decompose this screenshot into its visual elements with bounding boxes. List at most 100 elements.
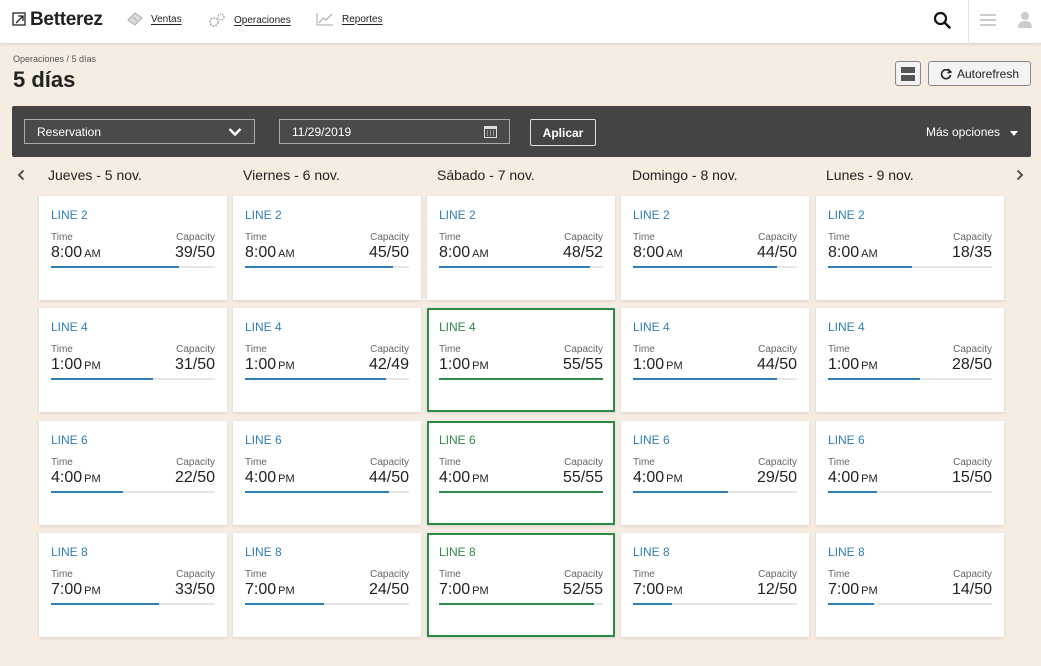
capacity-progress-bar <box>633 491 797 493</box>
nav-link-reportes[interactable]: Reportes <box>316 12 383 26</box>
more-options-label: Más opciones <box>926 125 1001 139</box>
nav-link-label: Reportes <box>342 13 383 25</box>
trip-card[interactable]: LINE 2 Time Capacity 8:00 AM 18/35 <box>816 196 1004 300</box>
previous-days-arrow-icon[interactable] <box>16 168 26 186</box>
trip-time: 8:00 AM <box>51 244 101 262</box>
trip-card[interactable]: LINE 8 Time Capacity 7:00 PM 33/50 <box>39 533 227 637</box>
layout-toggle-button[interactable] <box>895 61 921 86</box>
brand-arrow-icon <box>12 12 26 26</box>
user-icon[interactable] <box>1018 11 1032 34</box>
trip-time-ampm: PM <box>472 585 489 597</box>
trip-time-ampm: PM <box>861 473 878 485</box>
trip-card[interactable]: LINE 4 Time Capacity 1:00 PM 31/50 <box>39 308 227 412</box>
trip-time-value: 4:00 <box>439 469 471 486</box>
trip-card[interactable]: LINE 4 Time Capacity 1:00 PM 42/49 <box>233 308 421 412</box>
capacity-label: Capacity <box>176 569 215 580</box>
capacity-progress-fill <box>633 491 729 493</box>
trip-time-value: 7:00 <box>51 581 83 598</box>
trip-card[interactable]: LINE 4 Time Capacity 1:00 PM 55/55 <box>427 308 615 412</box>
capacity-label: Capacity <box>953 344 992 355</box>
trip-capacity: 15/50 <box>951 469 992 486</box>
trip-time-value: 4:00 <box>633 469 665 486</box>
trip-line-name: LINE 8 <box>828 545 865 559</box>
trip-time: 7:00 PM <box>633 581 683 599</box>
trip-line-name: LINE 2 <box>633 208 670 222</box>
day-header: Domingo - 8 nov. <box>632 167 738 183</box>
next-days-arrow-icon[interactable] <box>1015 168 1025 186</box>
capacity-label: Capacity <box>176 344 215 355</box>
capacity-progress-fill <box>439 266 591 268</box>
trip-line-name: LINE 2 <box>245 208 282 222</box>
hamburger-menu-icon[interactable] <box>980 13 996 32</box>
trip-line-name: LINE 6 <box>245 433 282 447</box>
trip-card[interactable]: LINE 4 Time Capacity 1:00 PM 44/50 <box>621 308 809 412</box>
capacity-progress-fill <box>828 266 913 268</box>
trip-capacity: 55/55 <box>562 356 603 373</box>
nav-link-label: Operaciones <box>234 14 291 26</box>
breadcrumb: Operaciones / 5 días <box>13 54 97 64</box>
nav-link-operaciones[interactable]: Operaciones <box>208 12 291 28</box>
time-label: Time <box>439 232 461 243</box>
more-options-dropdown[interactable]: Más opciones <box>926 125 1019 139</box>
capacity-progress-fill <box>633 603 673 605</box>
apply-button[interactable]: Aplicar <box>530 119 596 146</box>
trip-capacity: 22/50 <box>174 469 215 486</box>
trip-time-value: 8:00 <box>439 244 471 261</box>
trip-card[interactable]: LINE 8 Time Capacity 7:00 PM 52/55 <box>427 533 615 637</box>
time-label: Time <box>439 569 461 580</box>
capacity-label: Capacity <box>953 569 992 580</box>
trip-card[interactable]: LINE 2 Time Capacity 8:00 AM 48/52 <box>427 196 615 300</box>
brand-logo[interactable]: Betterez <box>12 9 103 31</box>
trip-line-name: LINE 8 <box>245 545 282 559</box>
trip-time-ampm: PM <box>861 585 878 597</box>
time-label: Time <box>828 569 850 580</box>
capacity-progress-fill <box>51 378 153 380</box>
trip-capacity: 55/55 <box>562 469 603 486</box>
rows-layout-icon <box>901 66 915 81</box>
capacity-progress-fill <box>828 378 920 380</box>
time-label: Time <box>51 232 73 243</box>
trip-time: 7:00 PM <box>439 581 489 599</box>
trip-time-ampm: PM <box>278 473 295 485</box>
trip-time: 4:00 PM <box>633 469 683 487</box>
ticket-icon <box>127 12 143 26</box>
caret-down-icon <box>1010 125 1019 139</box>
reservation-type-select[interactable]: Reservation <box>24 119 255 144</box>
capacity-progress-bar <box>439 378 603 380</box>
trip-line-name: LINE 6 <box>828 433 865 447</box>
trip-card[interactable]: LINE 8 Time Capacity 7:00 PM 12/50 <box>621 533 809 637</box>
autorefresh-button[interactable]: Autorefresh <box>928 61 1031 86</box>
trip-card[interactable]: LINE 8 Time Capacity 7:00 PM 24/50 <box>233 533 421 637</box>
time-label: Time <box>633 344 655 355</box>
trip-card[interactable]: LINE 2 Time Capacity 8:00 AM 45/50 <box>233 196 421 300</box>
trip-card[interactable]: LINE 6 Time Capacity 4:00 PM 29/50 <box>621 421 809 525</box>
trip-card[interactable]: LINE 2 Time Capacity 8:00 AM 44/50 <box>621 196 809 300</box>
trip-line-name: LINE 4 <box>828 320 865 334</box>
trip-time: 1:00 PM <box>828 356 878 374</box>
capacity-label: Capacity <box>370 344 409 355</box>
trip-card[interactable]: LINE 8 Time Capacity 7:00 PM 14/50 <box>816 533 1004 637</box>
capacity-progress-bar <box>633 266 797 268</box>
time-label: Time <box>633 569 655 580</box>
capacity-label: Capacity <box>564 232 603 243</box>
trip-time-ampm: AM <box>666 248 683 260</box>
trip-card[interactable]: LINE 6 Time Capacity 4:00 PM 44/50 <box>233 421 421 525</box>
date-input[interactable]: 11/29/2019 <box>279 119 510 144</box>
date-value: 11/29/2019 <box>292 124 352 139</box>
trip-line-name: LINE 2 <box>51 208 88 222</box>
trip-card[interactable]: LINE 6 Time Capacity 4:00 PM 22/50 <box>39 421 227 525</box>
nav-link-ventas[interactable]: Ventas <box>127 12 182 26</box>
trip-card[interactable]: LINE 4 Time Capacity 1:00 PM 28/50 <box>816 308 1004 412</box>
trip-card[interactable]: LINE 2 Time Capacity 8:00 AM 39/50 <box>39 196 227 300</box>
search-icon[interactable] <box>933 11 951 34</box>
capacity-label: Capacity <box>176 232 215 243</box>
capacity-label: Capacity <box>564 569 603 580</box>
trip-time-ampm: PM <box>472 473 489 485</box>
trip-card[interactable]: LINE 6 Time Capacity 4:00 PM 55/55 <box>427 421 615 525</box>
capacity-progress-bar <box>439 491 603 493</box>
trip-card[interactable]: LINE 6 Time Capacity 4:00 PM 15/50 <box>816 421 1004 525</box>
capacity-progress-bar <box>828 603 992 605</box>
capacity-progress-fill <box>245 378 386 380</box>
calendar-icon[interactable] <box>484 125 497 141</box>
chart-icon <box>316 12 334 26</box>
